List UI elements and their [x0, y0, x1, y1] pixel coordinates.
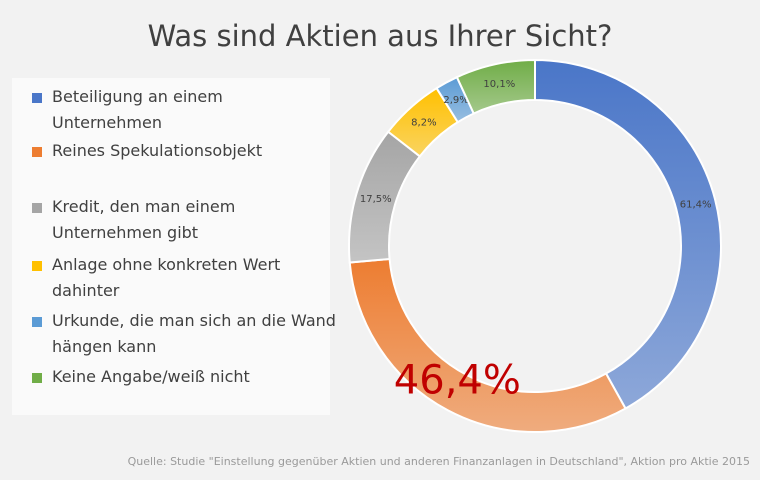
legend-item: Kredit, den man einem Unternehmen gibt — [32, 194, 337, 246]
legend-item: Urkunde, die man sich an die Wand hängen… — [32, 308, 337, 360]
donut-slice — [455, 58, 536, 115]
donut-slice — [534, 58, 722, 410]
legend-label: Kredit, den man einem Unternehmen gibt — [52, 197, 236, 242]
legend: Beteiligung an einem Unternehmen Reines S… — [12, 78, 336, 415]
legend-swatch — [32, 373, 42, 383]
data-label: 8,2% — [411, 118, 436, 129]
data-label: 10,1% — [483, 79, 515, 90]
legend-swatch — [32, 203, 42, 213]
legend-label: Anlage ohne konkreten Wert dahinter — [52, 255, 281, 300]
legend-swatch — [32, 147, 42, 157]
data-label: 46,4% — [394, 358, 521, 404]
legend-swatch — [32, 93, 42, 103]
legend-label: Keine Angabe/weiß nicht — [52, 367, 250, 386]
donut-slice — [348, 257, 627, 433]
source: Quelle: Studie "Einstellung gegenüber Ak… — [128, 455, 750, 468]
legend-item: Anlage ohne konkreten Wert dahinter — [32, 252, 337, 304]
legend-item: Beteiligung an einem Unternehmen — [32, 84, 337, 136]
chart-title: Was sind Aktien aus Ihrer Sicht? — [148, 19, 613, 53]
legend-item: Reines Spekulationsobjekt — [32, 138, 337, 164]
legend-label: Beteiligung an einem Unternehmen — [52, 87, 223, 132]
legend-label: Urkunde, die man sich an die Wand hängen… — [52, 311, 336, 356]
data-label: 61,4% — [680, 199, 712, 210]
data-label: 2,9% — [443, 95, 468, 106]
legend-label: Reines Spekulationsobjekt — [52, 141, 263, 160]
legend-swatch — [32, 261, 42, 271]
legend-swatch — [32, 317, 42, 327]
legend-item: Keine Angabe/weiß nicht — [32, 364, 337, 390]
data-label: 17,5% — [360, 194, 392, 205]
